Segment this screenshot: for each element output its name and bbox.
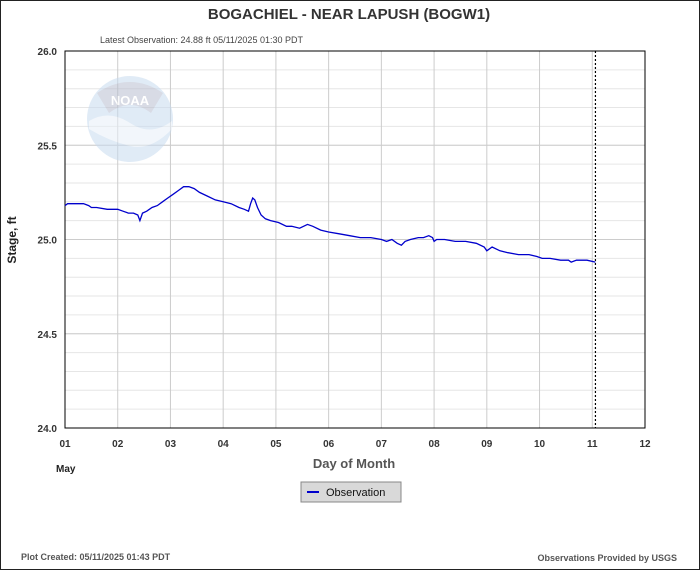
data-provider: Observations Provided by USGS <box>537 553 677 563</box>
y-tick-label: 24.5 <box>38 330 58 341</box>
x-tick-label: 07 <box>376 439 388 450</box>
x-tick-label: 01 <box>59 439 71 450</box>
noaa-logo-bird <box>97 82 163 113</box>
x-tick-label: 05 <box>270 439 282 450</box>
x-tick-label: 03 <box>165 439 177 450</box>
plot-created: Plot Created: 05/11/2025 01:43 PDT <box>21 552 171 562</box>
observation-series-line <box>64 186 596 263</box>
x-axis-label: Day of Month <box>313 456 395 471</box>
latest-observation: Latest Observation: 24.88 ft 05/11/2025 … <box>100 35 303 45</box>
x-tick-label: 06 <box>323 439 335 450</box>
x-tick-label: 12 <box>639 439 651 450</box>
legend-box <box>300 481 402 503</box>
x-tick-label: 08 <box>429 439 441 450</box>
y-tick-label: 24.0 <box>38 424 58 435</box>
y-tick-label: 25.5 <box>38 141 58 152</box>
noaa-logo-wave <box>89 115 172 147</box>
x-tick-label: 02 <box>112 439 124 450</box>
y-axis-label: Stage, ft <box>5 216 19 263</box>
y-tick-label: 26.0 <box>38 47 58 58</box>
x-tick-label: 04 <box>218 439 230 450</box>
y-tick-label: 25.0 <box>38 236 58 247</box>
legend: Observation <box>300 481 402 503</box>
noaa-logo-watermark: NOAA <box>87 76 173 162</box>
legend-observation-label: Observation <box>326 487 385 499</box>
x-axis-month-label: May <box>56 464 76 475</box>
x-tick-label: 10 <box>534 439 546 450</box>
x-tick-label: 11 <box>587 439 598 450</box>
y-tick-labels: 24.0 24.5 25.0 25.5 26.0 <box>38 47 58 435</box>
plot-border <box>64 50 646 429</box>
noaa-logo-text: NOAA <box>111 93 150 108</box>
chart-title: BOGACHIEL - NEAR LAPUSH (BOGW1) <box>208 6 490 23</box>
x-tick-labels: 01 02 03 04 05 06 07 08 09 10 11 12 <box>59 439 651 450</box>
x-tick-label: 09 <box>481 439 493 450</box>
